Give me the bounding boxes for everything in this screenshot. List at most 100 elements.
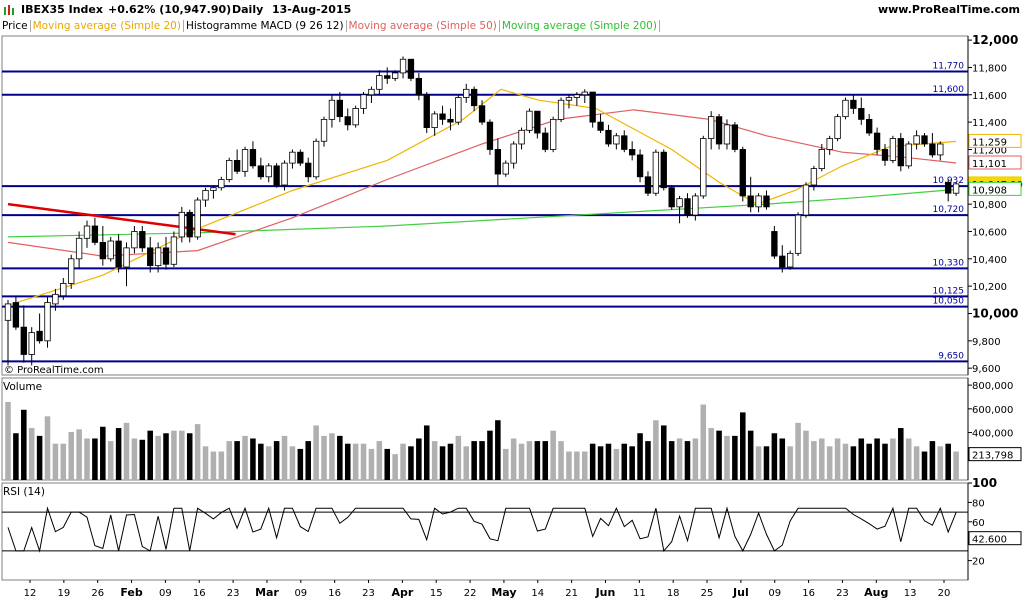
candle	[621, 135, 628, 150]
candle	[597, 121, 604, 131]
candle	[344, 116, 351, 126]
level-label: 9,650	[938, 351, 964, 361]
volume-bar	[76, 429, 82, 480]
volume-bar	[218, 451, 225, 480]
x-tick-label: May	[491, 586, 516, 599]
volume-bar	[913, 446, 920, 480]
volume-bar	[550, 430, 556, 480]
legend-sma20[interactable]: Moving average (Simple 20)	[31, 20, 184, 32]
candle	[368, 88, 375, 96]
volume-bar	[740, 412, 746, 480]
candle	[771, 231, 778, 257]
volume-panel	[1, 377, 969, 481]
candle	[660, 151, 667, 189]
volume-bar	[716, 430, 722, 480]
candle	[526, 110, 533, 131]
price-panel	[1, 35, 969, 376]
candle	[676, 198, 683, 208]
volume-bar	[265, 446, 272, 480]
candle	[818, 149, 825, 169]
x-tick-label: 12	[24, 588, 37, 599]
candle	[210, 187, 217, 191]
volume-bar	[637, 433, 643, 480]
volume-bar	[305, 441, 311, 480]
candle	[715, 116, 723, 145]
x-tick-label: 09	[768, 588, 781, 599]
volume-bar	[510, 438, 517, 480]
ibex-logo-icon	[3, 4, 15, 16]
candle	[905, 143, 912, 167]
instrument-name: IBEX35 Index	[21, 3, 103, 16]
candle	[763, 195, 770, 208]
volume-bar	[431, 441, 438, 480]
price-tag	[968, 181, 1022, 196]
volume-bar	[574, 451, 580, 480]
candle	[494, 149, 502, 175]
candle	[858, 108, 865, 120]
candle	[486, 121, 494, 150]
price-ytick-label: 11,600	[972, 91, 1007, 102]
x-tick-label: 20	[938, 588, 951, 599]
level-label: 10,050	[933, 297, 965, 307]
volume-ytick-label: 600,000	[972, 405, 1013, 416]
x-tick-label: 16	[193, 588, 206, 599]
candle	[684, 198, 691, 216]
volume-bar	[645, 441, 651, 480]
volume-bar	[471, 441, 477, 480]
candle	[68, 258, 75, 284]
volume-bar	[439, 446, 446, 480]
legend-price[interactable]: Price	[0, 20, 31, 32]
volume-bar	[826, 446, 833, 480]
volume-bar	[84, 438, 90, 480]
candle	[636, 154, 644, 178]
volume-bar	[811, 441, 817, 480]
candle	[842, 99, 849, 118]
candle	[463, 88, 470, 98]
price-ytick-label: 11,800	[972, 63, 1007, 74]
volume-bar	[495, 420, 501, 480]
volume-bar	[850, 446, 857, 480]
candle	[589, 91, 596, 123]
candle	[937, 143, 944, 156]
price-tag-label: 11,101	[972, 159, 1007, 170]
indicator-legend: Price Moving average (Simple 20) Histogram…	[0, 20, 660, 34]
volume-title: Volume	[3, 381, 42, 393]
candle	[312, 140, 320, 178]
candle	[44, 302, 51, 342]
volume-bar	[344, 443, 351, 480]
candle	[178, 211, 185, 238]
candle	[328, 99, 336, 120]
x-tick-label: Aug	[864, 586, 888, 599]
volume-bar	[819, 438, 825, 480]
volume-bar	[898, 428, 904, 480]
volume-bar	[289, 446, 296, 480]
legend-macd[interactable]: Histogramme MACD (9 26 12)	[184, 20, 347, 32]
volume-bar	[376, 441, 383, 480]
price-ytick-label: 12,000	[972, 33, 1018, 47]
candle	[731, 124, 739, 150]
price-tag-label: 10,908	[972, 185, 1007, 196]
volume-bar	[589, 443, 596, 480]
candle	[52, 293, 59, 305]
candle	[470, 88, 478, 107]
legend-sma200[interactable]: Moving average (Simple 200)	[500, 20, 660, 32]
candle	[226, 159, 233, 180]
volume-bar	[139, 439, 146, 480]
volume-bar	[700, 404, 707, 480]
x-tick-label: 15	[430, 588, 443, 599]
candle	[60, 283, 67, 297]
candle	[502, 162, 509, 175]
volume-bar	[929, 441, 936, 480]
volume-bar	[131, 438, 138, 480]
candle	[802, 184, 810, 216]
volume-bar	[882, 443, 888, 480]
candle	[605, 129, 612, 145]
level-label: 10,125	[933, 286, 965, 296]
volume-bar	[202, 446, 209, 480]
legend-sma50[interactable]: Moving average (Simple 50)	[347, 20, 500, 32]
volume-bar	[60, 443, 67, 480]
volume-bar	[629, 446, 635, 480]
candle	[889, 138, 897, 161]
level-label: 10,932	[933, 176, 965, 186]
